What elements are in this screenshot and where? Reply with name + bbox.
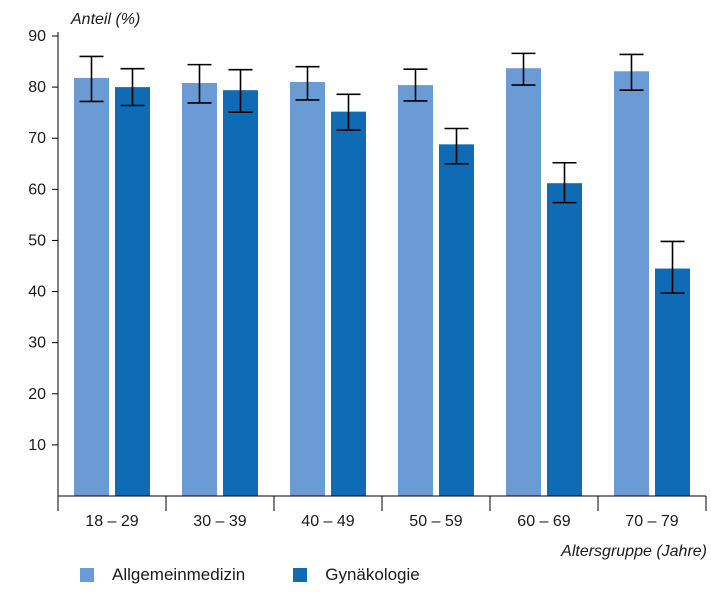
x-tick-label: 40 – 49 [301, 513, 354, 530]
x-tick-label: 30 – 39 [193, 513, 246, 530]
bars-layer [74, 68, 690, 497]
bar [182, 83, 217, 497]
legend-label-allgemeinmedizin: Allgemeinmedizin [112, 565, 246, 584]
x-tick-label: 70 – 79 [625, 513, 678, 530]
y-tick-label: 40 [28, 284, 46, 301]
y-tick-label: 70 [28, 130, 46, 147]
y-tick-label: 50 [28, 232, 46, 249]
bar [614, 71, 649, 497]
y-tick-label: 90 [28, 28, 46, 45]
legend-item-gynaekologie: Gynäkologie [293, 565, 420, 585]
x-tick-label: 60 – 69 [517, 513, 570, 530]
y-tick-label: 10 [28, 437, 46, 454]
bar [398, 85, 433, 497]
y-tick-label: 20 [28, 386, 46, 403]
bar [223, 90, 258, 496]
legend: Allgemeinmedizin Gynäkologie [80, 565, 468, 585]
bar [115, 87, 150, 496]
bar [74, 77, 109, 497]
y-axis-title: Anteil (%) [70, 11, 140, 28]
x-tick-label: 18 – 29 [85, 513, 138, 530]
bar [439, 144, 474, 496]
legend-label-gynaekologie: Gynäkologie [325, 565, 420, 584]
y-tick-label: 60 [28, 181, 46, 198]
error-bars-layer [79, 52, 685, 294]
x-tick-label: 50 – 59 [409, 513, 462, 530]
y-tick-label: 30 [28, 335, 46, 352]
bar [506, 68, 541, 496]
legend-item-allgemeinmedizin: Allgemeinmedizin [80, 565, 245, 585]
bar [290, 82, 325, 496]
bar [547, 183, 582, 496]
axes-layer: 18 – 29 30 – 39 40 – 49 50 – 59 60 – 69 70 – … [28, 28, 707, 530]
bar [655, 268, 690, 496]
y-tick-label: 80 [28, 79, 46, 96]
legend-swatch-gynaekologie [293, 568, 308, 582]
bar [331, 111, 366, 497]
legend-swatch-allgemeinmedizin [80, 568, 94, 582]
x-axis-title: Altersgruppe (Jahre) [560, 543, 707, 560]
